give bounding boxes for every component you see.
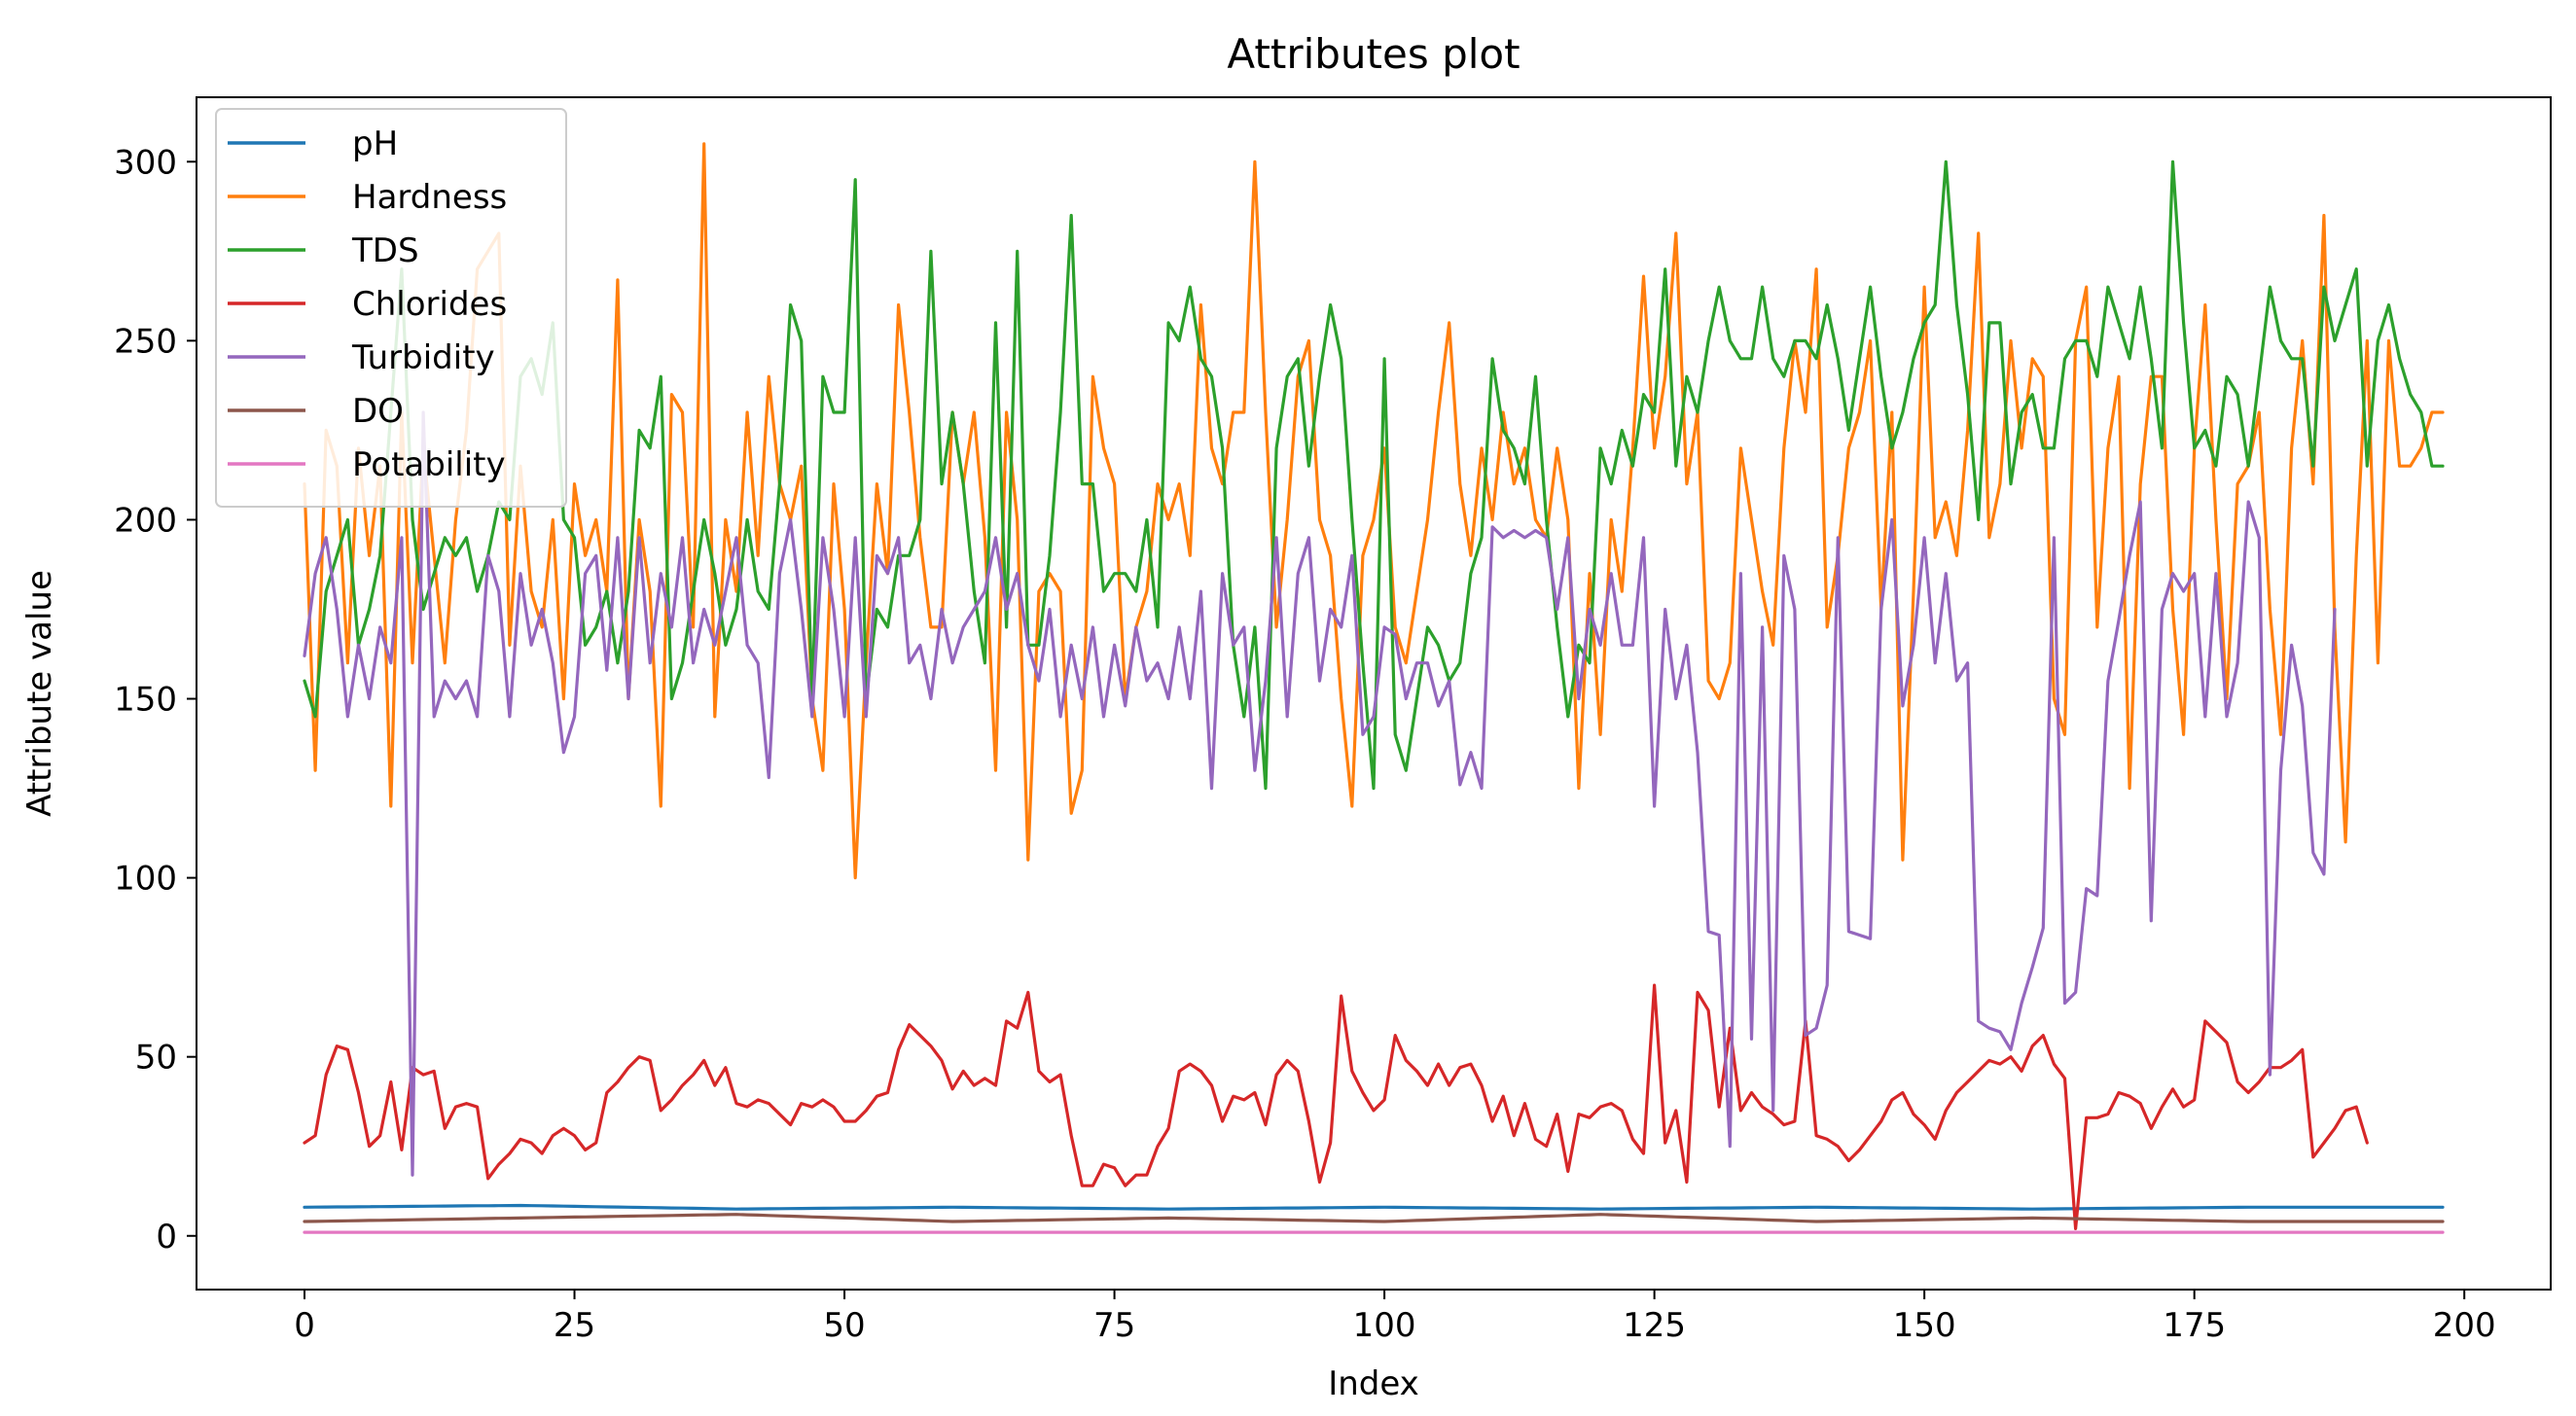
x-tick-label: 200 — [2433, 1306, 2496, 1345]
x-tick-label: 100 — [1353, 1306, 1416, 1345]
series-line-hardness — [303, 142, 2445, 880]
y-tick-label: 200 — [114, 501, 177, 540]
legend-label-do: DO — [352, 392, 404, 431]
x-tick-label: 50 — [823, 1306, 865, 1345]
x-axis-title: Index — [1328, 1364, 1419, 1403]
y-tick-label: 0 — [156, 1218, 177, 1257]
y-tick-label: 300 — [114, 143, 177, 182]
x-tick-label: 150 — [1893, 1306, 1956, 1345]
legend-label-tds: TDS — [351, 231, 419, 270]
y-axis: 0 50 100 150 200 250 300 — [114, 143, 197, 1257]
y-tick-label: 100 — [114, 860, 177, 899]
chart-title: Attributes plot — [1227, 30, 1520, 78]
x-tick-label: 125 — [1623, 1306, 1686, 1345]
x-axis: 0 25 50 75 100 125 150 175 200 — [294, 1290, 2496, 1345]
y-axis-title: Attribute value — [20, 570, 59, 817]
x-tick-label: 175 — [2163, 1306, 2226, 1345]
x-tick-label: 25 — [554, 1306, 595, 1345]
series-line-turbidity — [303, 410, 2337, 1177]
series-line-tds — [303, 159, 2445, 791]
legend-label-ph: pH — [352, 124, 398, 163]
legend-label-chlorides: Chlorides — [352, 285, 507, 324]
legend-box — [215, 108, 567, 508]
y-tick-label: 50 — [135, 1039, 177, 1078]
legend-label-hardness: Hardness — [352, 178, 507, 217]
series-line-chlorides — [303, 983, 2369, 1230]
series-line-do — [303, 1213, 2445, 1223]
legend-label-potability: Potability — [352, 445, 506, 484]
y-tick-label: 150 — [114, 681, 177, 720]
legend-label-turbidity: Turbidity — [351, 338, 495, 377]
plot-area — [303, 142, 2445, 1234]
axes-frame — [196, 96, 2552, 1291]
x-tick-label: 0 — [294, 1306, 315, 1345]
series-line-ph — [303, 1203, 2445, 1211]
legend: pH Hardness TDS Chlorides Turbidity DO Potabil… — [215, 108, 567, 508]
y-tick-label: 250 — [114, 322, 177, 361]
x-tick-label: 75 — [1093, 1306, 1135, 1345]
